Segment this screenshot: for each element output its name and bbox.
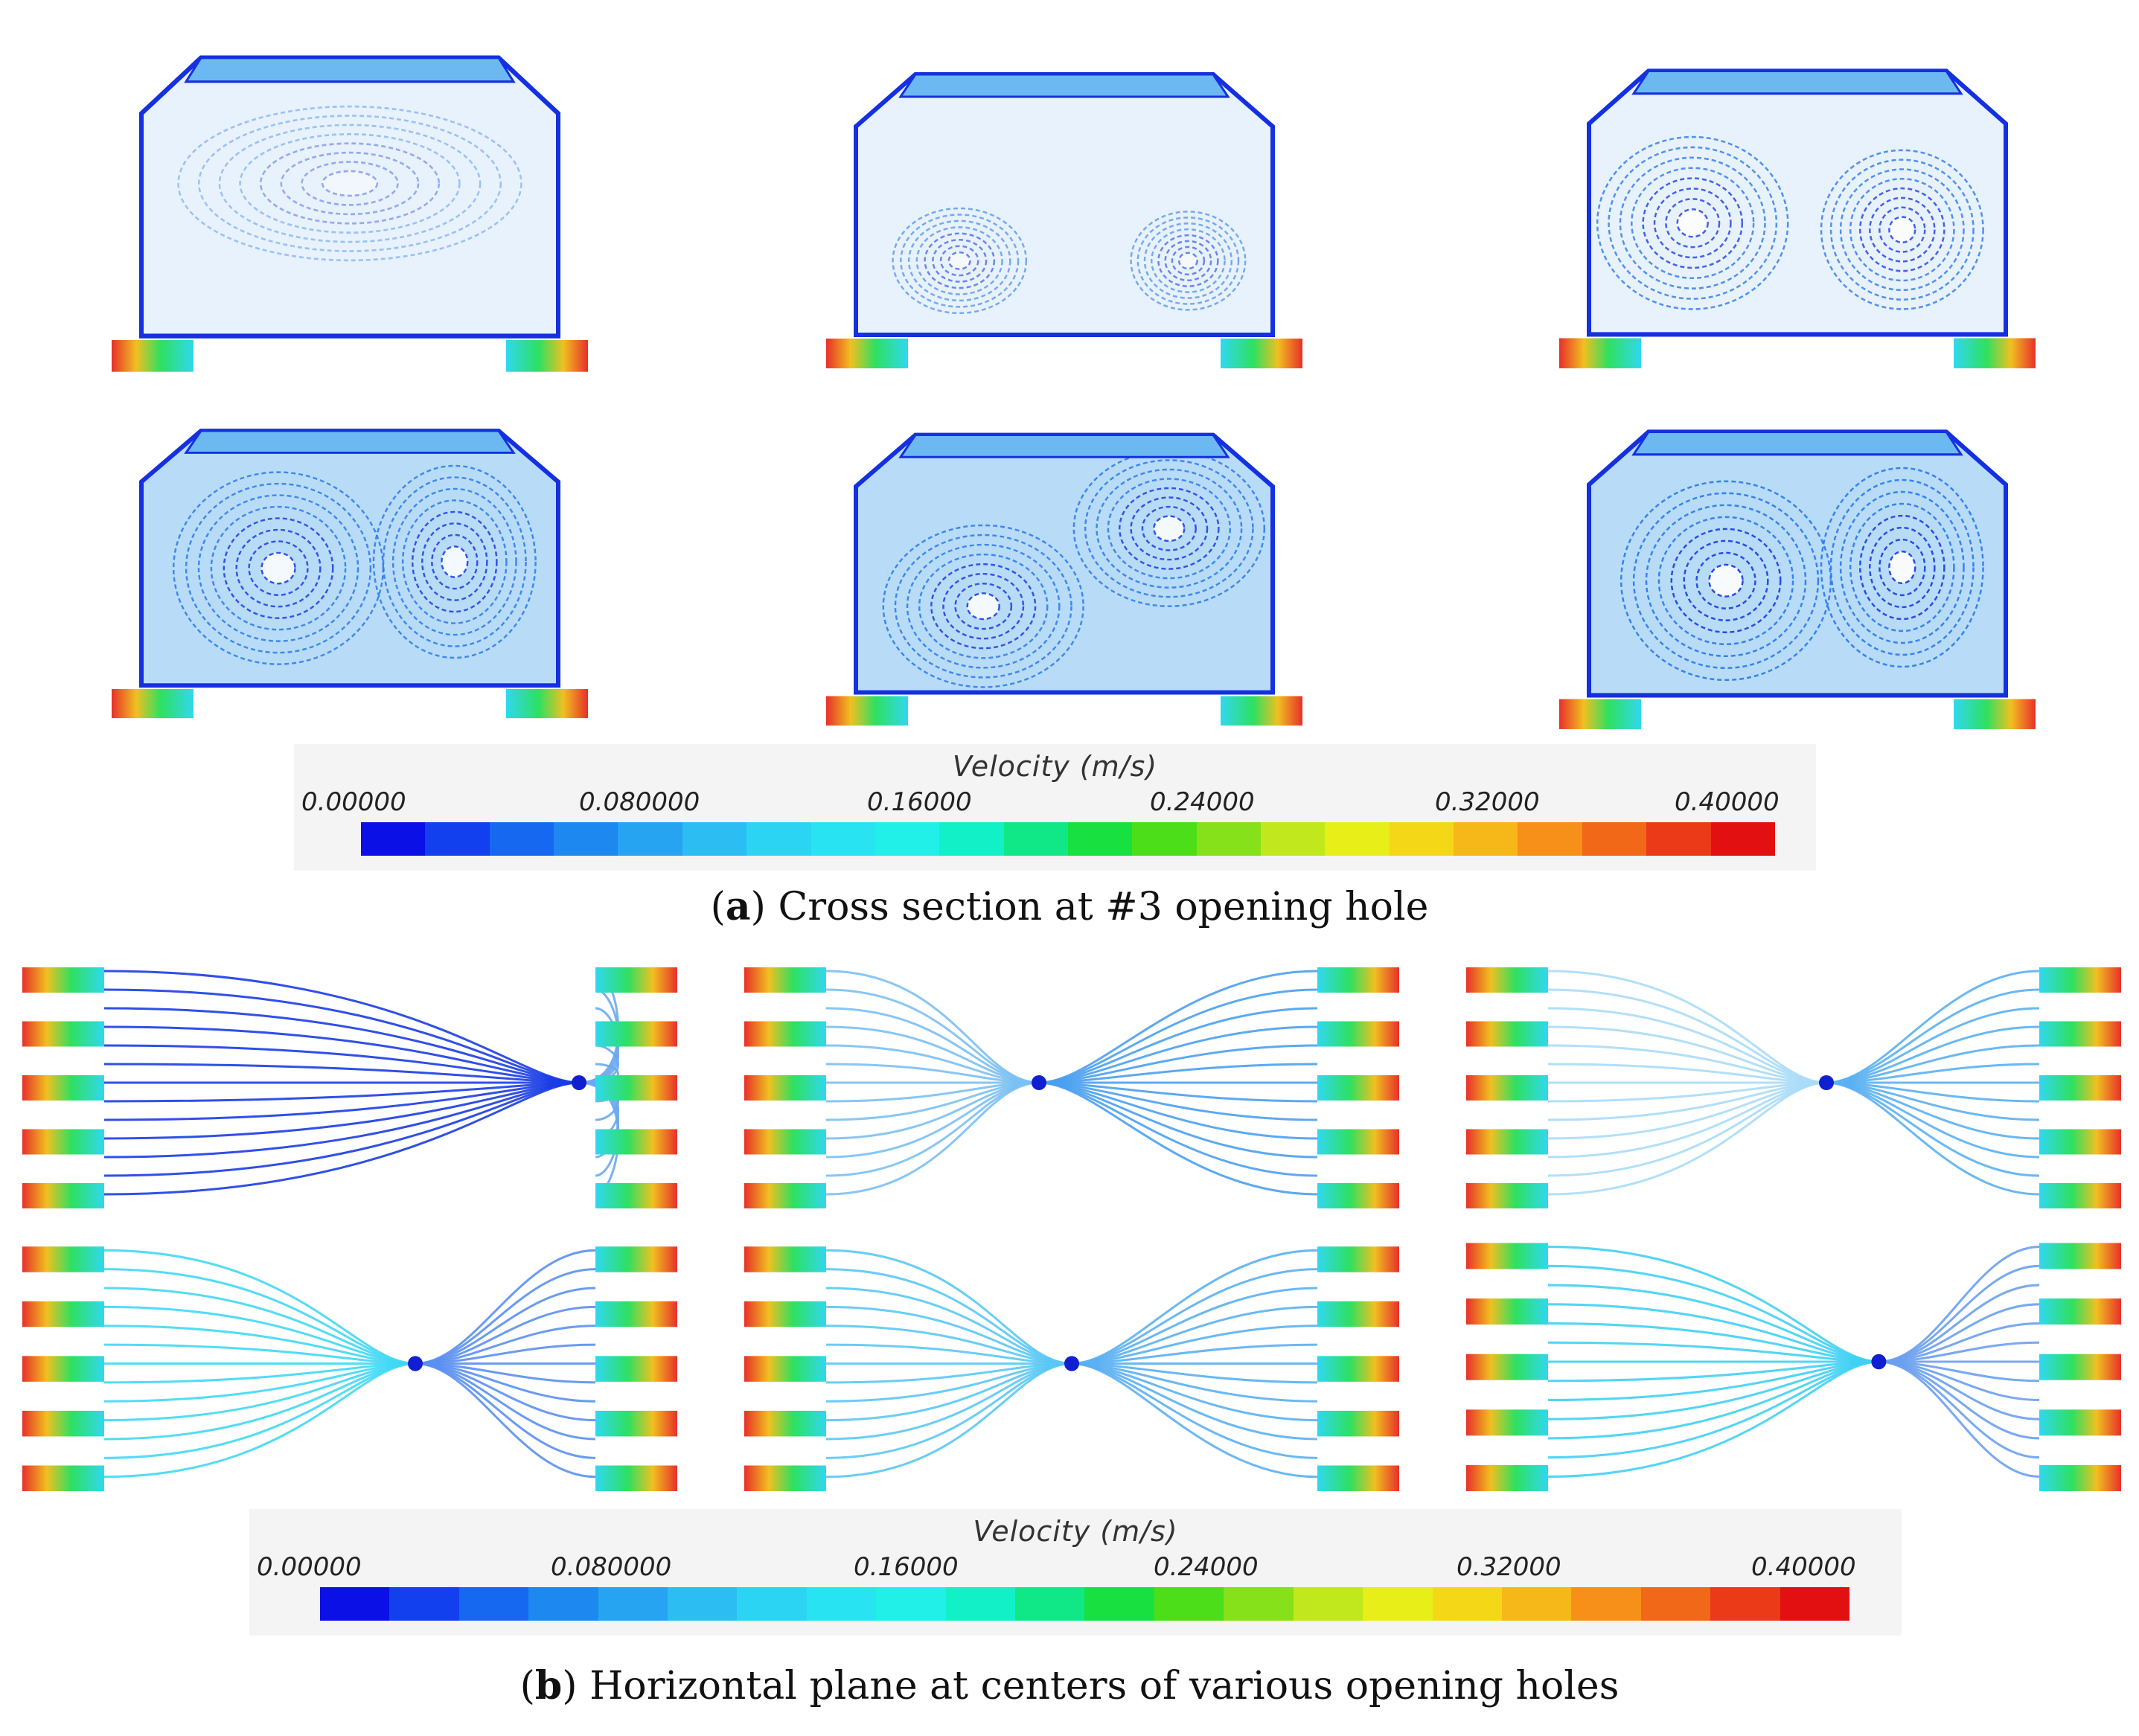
colorbar-segment: [1132, 822, 1197, 856]
colorbar-segment: [1003, 822, 1068, 856]
colorbar-segment: [1224, 1587, 1294, 1621]
colorbar: [361, 822, 1775, 856]
colorbar-segment: [682, 822, 747, 856]
legend-tick: 0.40000: [1751, 1552, 1856, 1582]
colorbar-segment: [1154, 1587, 1224, 1621]
legend-tick: 0.080000: [579, 787, 700, 817]
velocity-legend-a: Velocity (m/s) 0.00000 0.080000 0.16000 …: [294, 744, 1816, 871]
horizontal-panel-6: [1466, 1231, 2121, 1492]
colorbar-segment: [1646, 822, 1711, 856]
legend-tick: 0.24000: [1154, 1552, 1259, 1582]
colorbar-segment: [1710, 1587, 1780, 1621]
colorbar: [320, 1587, 1849, 1621]
colorbar-segment: [1363, 1587, 1433, 1621]
colorbar-segment: [425, 822, 490, 856]
legend-tick: 0.00000: [257, 1552, 362, 1582]
colorbar-segment: [810, 822, 875, 856]
colorbar-segment: [554, 822, 618, 856]
colorbar-segment: [1196, 822, 1262, 856]
colorbar-segment: [945, 1587, 1016, 1621]
caption-letter: b: [534, 1663, 563, 1708]
velocity-legend-b: Velocity (m/s) 0.00000 0.080000 0.16000 …: [249, 1509, 1902, 1636]
caption-text: Cross section at #3 opening hole: [765, 885, 1429, 929]
cross-section-panel-3: [1559, 41, 2036, 372]
colorbar-segment: [1261, 822, 1326, 856]
horizontal-panel-3: [1466, 956, 2121, 1209]
colorbar-segment: [598, 1587, 668, 1621]
legend-tick: 0.24000: [1150, 787, 1255, 817]
legend-tick: 0.080000: [551, 1552, 672, 1582]
legend-tick: 0.16000: [854, 1552, 959, 1582]
caption-b: (b) Horizontal plane at centers of vario…: [519, 1663, 1620, 1708]
horizontal-panel-5: [744, 1235, 1399, 1492]
caption-text: Horizontal plane at centers of various o…: [577, 1664, 1620, 1708]
horizontal-panel-4: [22, 1235, 677, 1492]
cross-section-panel-1: [112, 26, 588, 376]
colorbar-segment: [618, 822, 682, 856]
cross-section-panel-2: [826, 45, 1302, 372]
cross-section-panel-5: [826, 406, 1302, 729]
colorbar-segment: [1710, 822, 1775, 856]
colorbar-segment: [939, 822, 1004, 856]
colorbar-segment: [458, 1587, 529, 1621]
colorbar-segment: [1501, 1587, 1572, 1621]
colorbar-segment: [1571, 1587, 1641, 1621]
colorbar-segment: [1582, 822, 1647, 856]
colorbar-segment: [1640, 1587, 1711, 1621]
colorbar-segment: [1084, 1587, 1154, 1621]
colorbar-segment: [1454, 822, 1518, 856]
colorbar-segment: [876, 1587, 946, 1621]
legend-tick: 0.16000: [867, 787, 972, 817]
colorbar-segment: [528, 1587, 598, 1621]
cross-section-panel-4: [112, 402, 588, 722]
colorbar-segment: [1518, 822, 1582, 856]
legend-tick: 0.00000: [301, 787, 406, 817]
colorbar-segment: [1389, 822, 1454, 856]
colorbar-segment: [489, 822, 554, 856]
legend-title: Velocity (m/s): [973, 1515, 1178, 1548]
colorbar-segment: [737, 1587, 807, 1621]
colorbar-segment: [389, 1587, 459, 1621]
colorbar-segment: [361, 822, 426, 856]
caption-a: (a) Cross section at #3 opening hole: [710, 884, 1429, 929]
caption-letter: a: [725, 884, 751, 929]
colorbar-segment: [668, 1587, 738, 1621]
colorbar-segment: [1293, 1587, 1363, 1621]
colorbar-segment: [1067, 822, 1133, 856]
legend-tick: 0.32000: [1435, 787, 1540, 817]
colorbar-segment: [1015, 1587, 1085, 1621]
legend-tick: 0.32000: [1457, 1552, 1561, 1582]
colorbar-segment: [806, 1587, 877, 1621]
horizontal-panel-2: [744, 956, 1399, 1209]
horizontal-panel-1: [22, 956, 677, 1209]
colorbar-segment: [746, 822, 811, 856]
legend-title: Velocity (m/s): [952, 750, 1158, 783]
colorbar-segment: [1432, 1587, 1502, 1621]
colorbar-segment: [875, 822, 940, 856]
colorbar-segment: [320, 1587, 390, 1621]
colorbar-segment: [1325, 822, 1390, 856]
colorbar-segment: [1780, 1587, 1849, 1621]
legend-tick: 0.40000: [1675, 787, 1780, 817]
cross-section-panel-6: [1559, 402, 2036, 733]
